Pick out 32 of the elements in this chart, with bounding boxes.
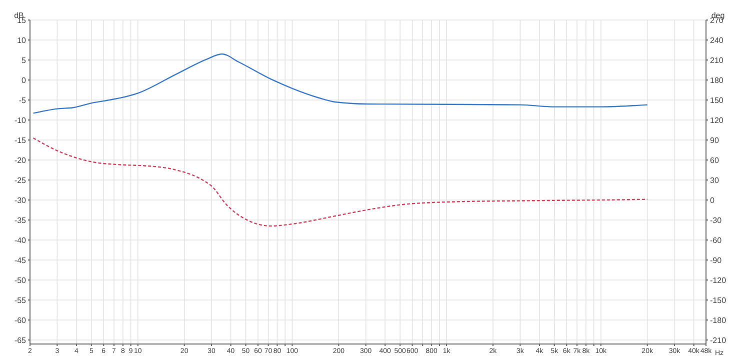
y-tick-label: -45 — [14, 256, 27, 265]
y2-tick-label: -150 — [710, 296, 727, 305]
y-tick-label: -10 — [14, 116, 27, 125]
y2-tick-label: 240 — [710, 36, 724, 45]
y-tick-label: -5 — [18, 96, 27, 105]
y2-tick-label: 150 — [710, 96, 724, 105]
y-tick-label: -40 — [14, 236, 27, 245]
y2-tick-label: -90 — [710, 256, 722, 265]
y-tick-label: -65 — [14, 336, 27, 345]
y2-tick-label: -120 — [710, 276, 727, 285]
y-tick-label: 5 — [22, 56, 27, 65]
y-tick-label: -20 — [14, 156, 27, 165]
y2-tick-label: 210 — [710, 56, 724, 65]
y2-tick-label: 0 — [710, 196, 715, 205]
y2-tick-label: -180 — [710, 316, 727, 325]
y2-tick-label: -60 — [710, 236, 722, 245]
y2-tick-label: 30 — [710, 176, 720, 185]
y2-tick-label: 180 — [710, 76, 724, 85]
y-tick-label: -30 — [14, 196, 27, 205]
y-tick-label: 10 — [17, 36, 27, 45]
y2-tick-label: -210 — [710, 336, 727, 345]
y2-tick-label: 60 — [710, 156, 720, 165]
y-tick-label: -35 — [14, 216, 27, 225]
y2-tick-label: 120 — [710, 116, 724, 125]
y-tick-label: -60 — [14, 316, 27, 325]
y-tick-label: -15 — [14, 136, 27, 145]
y2-tick-label: -30 — [710, 216, 722, 225]
y-tick-label: 0 — [22, 76, 27, 85]
y2-tick-label: 90 — [710, 136, 720, 145]
y-tick-label: -25 — [14, 176, 27, 185]
y-tick-label: -55 — [14, 296, 27, 305]
y-tick-label: -50 — [14, 276, 27, 285]
